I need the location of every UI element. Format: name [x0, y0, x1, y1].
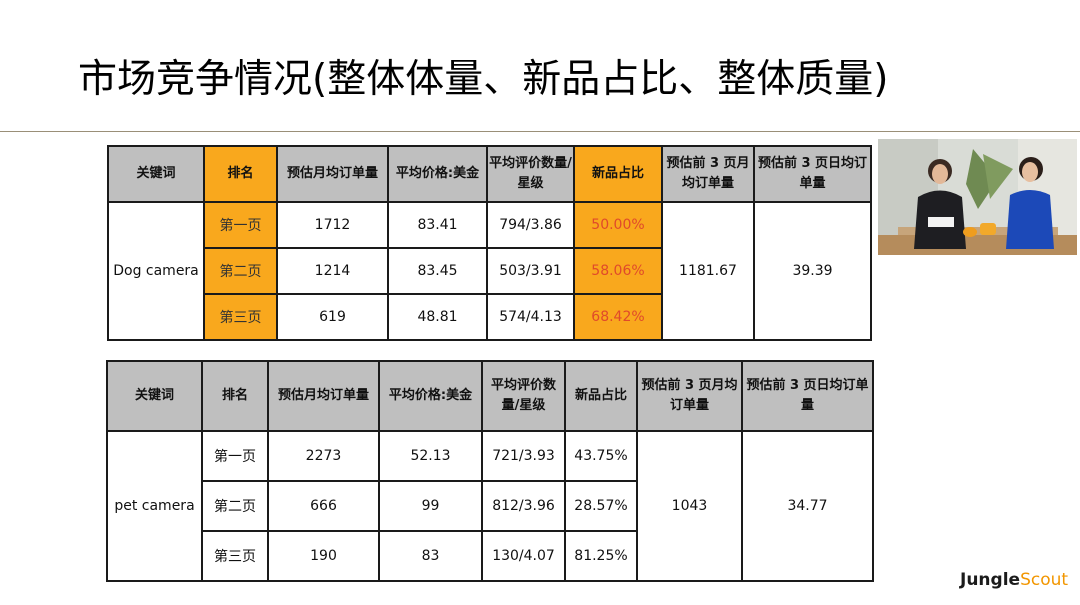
- top3-monthly-cell: 1043: [636, 430, 743, 582]
- header-rank: 排名: [201, 360, 269, 432]
- monthly-orders-cell: 2273: [267, 430, 380, 482]
- header-reviews-stars: 平均评价数量/星级: [486, 145, 575, 203]
- table-row: pet camera 第一页 2273 52.13 721/3.93 43.75…: [106, 430, 874, 582]
- table-header-row: 关键词 排名 预估月均订单量 平均价格:美金 平均评价数量/星级 新品占比 预估…: [107, 145, 872, 203]
- monthly-orders-cell: 619: [276, 293, 389, 341]
- header-monthly-orders: 预估月均订单量: [276, 145, 389, 203]
- price-cell: 52.13: [378, 430, 483, 482]
- reviews-cell: 721/3.93: [481, 430, 566, 482]
- header-new-ratio: 新品占比: [573, 145, 663, 203]
- new-ratio-cell: 68.42%: [573, 293, 663, 341]
- header-top3-monthly: 预估前 3 页月均订单量: [661, 145, 755, 203]
- table-row: Dog camera 第一页 1712 83.41 794/3.86 50.00…: [107, 201, 872, 341]
- rank-cell: 第二页: [201, 480, 269, 532]
- table-row: 第三页 619 48.81 574/4.13 68.42%: [108, 293, 871, 341]
- header-avg-price: 平均价格:美金: [387, 145, 488, 203]
- header-top3-monthly: 预估前 3 页月均订单量: [636, 360, 743, 432]
- pet-camera-table: 关键词 排名 预估月均订单量 平均价格:美金 平均评价数量/星级 新品占比 预估…: [106, 360, 874, 582]
- top3-daily-cell: 39.39: [753, 201, 872, 341]
- monthly-orders-cell: 666: [267, 480, 380, 532]
- jungle-scout-logo: JungleScout: [960, 570, 1068, 590]
- rank-cell: 第三页: [203, 293, 278, 341]
- rank-cell: 第一页: [201, 430, 269, 482]
- header-avg-price: 平均价格:美金: [378, 360, 483, 432]
- header-top3-daily: 预估前 3 页日均订单量: [753, 145, 872, 203]
- logo-word-jungle: Jungle: [960, 570, 1021, 590]
- slide-title: 市场竞争情况(整体体量、新品占比、整体质量): [78, 57, 889, 102]
- header-keyword: 关键词: [106, 360, 203, 432]
- title-divider: [0, 131, 1080, 132]
- top3-monthly-cell: 1181.67: [661, 201, 755, 341]
- new-ratio-cell: 58.06%: [573, 247, 663, 295]
- price-cell: 99: [378, 480, 483, 532]
- reviews-cell: 794/3.86: [486, 201, 575, 249]
- keyword-cell: Dog camera: [107, 201, 205, 341]
- header-rank: 排名: [203, 145, 278, 203]
- logo-word-scout: Scout: [1020, 570, 1069, 590]
- new-ratio-cell: 43.75%: [564, 430, 638, 482]
- header-monthly-orders: 预估月均订单量: [267, 360, 380, 432]
- keyword-cell: pet camera: [106, 430, 203, 582]
- monthly-orders-cell: 190: [267, 530, 380, 582]
- monthly-orders-cell: 1712: [276, 201, 389, 249]
- header-top3-daily: 预估前 3 页日均订单量: [741, 360, 874, 432]
- table-header-row: 关键词 排名 预估月均订单量 平均价格:美金 平均评价数量/星级 新品占比 预估…: [106, 360, 874, 432]
- top3-daily-cell: 34.77: [741, 430, 874, 582]
- table-row: 第二页 1214 83.45 503/3.91 58.06%: [108, 247, 871, 295]
- table-row: 第二页 666 99 812/3.96 28.57%: [107, 480, 873, 532]
- presenters-icon: [878, 139, 1077, 255]
- reviews-cell: 130/4.07: [481, 530, 566, 582]
- header-keyword: 关键词: [107, 145, 205, 203]
- rank-cell: 第一页: [203, 201, 278, 249]
- rank-cell: 第三页: [201, 530, 269, 582]
- new-ratio-cell: 81.25%: [564, 530, 638, 582]
- dog-camera-table: 关键词 排名 预估月均订单量 平均价格:美金 平均评价数量/星级 新品占比 预估…: [107, 145, 872, 341]
- new-ratio-cell: 50.00%: [573, 201, 663, 249]
- price-cell: 83: [378, 530, 483, 582]
- header-new-ratio: 新品占比: [564, 360, 638, 432]
- monthly-orders-cell: 1214: [276, 247, 389, 295]
- presenters-video-thumbnail[interactable]: [878, 139, 1077, 255]
- price-cell: 48.81: [387, 293, 488, 341]
- rank-cell: 第二页: [203, 247, 278, 295]
- header-reviews-stars: 平均评价数量/星级: [481, 360, 566, 432]
- new-ratio-cell: 28.57%: [564, 480, 638, 532]
- reviews-cell: 812/3.96: [481, 480, 566, 532]
- price-cell: 83.41: [387, 201, 488, 249]
- reviews-cell: 503/3.91: [486, 247, 575, 295]
- price-cell: 83.45: [387, 247, 488, 295]
- reviews-cell: 574/4.13: [486, 293, 575, 341]
- table-row: 第三页 190 83 130/4.07 81.25%: [107, 530, 873, 582]
